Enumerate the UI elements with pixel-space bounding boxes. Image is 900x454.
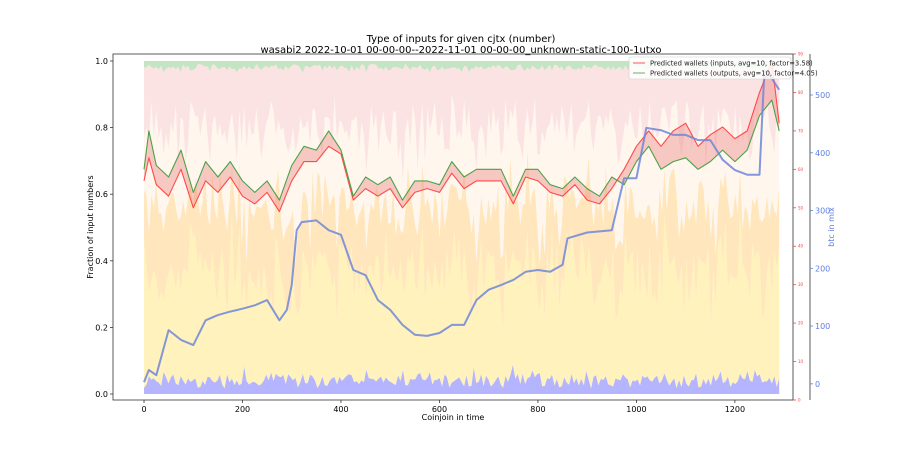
y-tick-label: 1.0 [95, 57, 108, 66]
chart-title: Type of inputs for given cjtx (number) [366, 34, 556, 45]
band-bottom-blue [144, 364, 780, 394]
y-axis-ticks: 0.0 0.2 0.4 0.6 0.8 1.0 [95, 57, 113, 399]
x-tick-label: 400 [333, 405, 348, 414]
background-bands [144, 61, 780, 394]
legend-label-inputs: Predicted wallets (inputs, avg=10, facto… [650, 60, 813, 68]
btc-tick-label: 400 [815, 149, 830, 158]
wallets-tick-label: 0 [798, 398, 801, 403]
plot-frame [112, 53, 794, 401]
btc-axis-label: btc in mix [827, 207, 836, 247]
wallets-tick-label: 30 [798, 282, 804, 287]
btc-tick-label: 100 [815, 322, 830, 331]
btc-tick-label: 300 [815, 207, 830, 216]
chart-subtitle: wasabi2 2022-10-01 00-00-00--2022-11-01 … [260, 45, 661, 56]
band-yellow [144, 210, 780, 389]
btc-axis-ticks: 0 100 200 300 400 500 [810, 91, 830, 389]
y-tick-label: 0.8 [95, 124, 108, 133]
btc-tick-label: 500 [815, 91, 830, 100]
y-tick-label: 0.0 [95, 390, 108, 399]
x-tick-label: 0 [141, 405, 146, 414]
wallets-tick-label: 40 [798, 244, 804, 249]
y-tick-label: 0.6 [95, 190, 108, 199]
band-green-top [144, 61, 780, 74]
line-predicted-wallets-inputs [143, 61, 780, 213]
y-tick-label: 0.4 [95, 257, 108, 266]
wallets-tick-label: 80 [798, 90, 804, 95]
wallets-tick-label: 20 [798, 321, 804, 326]
x-tick-label: 800 [530, 405, 545, 414]
wallets-difference-fill [144, 61, 780, 212]
wallets-axis-ticks: 0 10 20 30 40 50 60 70 80 90 [793, 52, 804, 403]
x-axis-ticks: 0 200 400 600 800 1000 1200 [141, 400, 745, 414]
wallets-tick-label: 50 [798, 205, 804, 210]
x-tick-label: 1000 [626, 405, 646, 414]
band-pink [144, 63, 780, 182]
wallets-tick-label: 90 [798, 52, 804, 57]
legend-label-outputs: Predicted wallets (outputs, avg=10, fact… [650, 70, 818, 78]
wallets-tick-label: 10 [798, 359, 804, 364]
wallets-tick-label: 70 [798, 128, 804, 133]
x-axis-label: Coinjoin in time [422, 413, 485, 422]
btc-tick-label: 200 [815, 264, 830, 273]
line-btc-in-mix [143, 69, 781, 383]
btc-tick-label: 0 [815, 380, 820, 389]
band-orange [144, 147, 780, 331]
x-tick-label: 600 [432, 405, 447, 414]
line-predicted-wallets-outputs [143, 99, 780, 201]
y-axis-label: Fraction of input numbers [86, 175, 95, 278]
wallets-tick-label: 60 [798, 167, 804, 172]
x-tick-label: 200 [235, 405, 250, 414]
series-lines [143, 61, 781, 383]
x-tick-label: 1200 [725, 405, 745, 414]
legend: Predicted wallets (inputs, avg=10, facto… [628, 56, 818, 80]
band-cream [144, 95, 780, 266]
legend-box [628, 56, 792, 80]
y-tick-label: 0.2 [95, 323, 108, 332]
